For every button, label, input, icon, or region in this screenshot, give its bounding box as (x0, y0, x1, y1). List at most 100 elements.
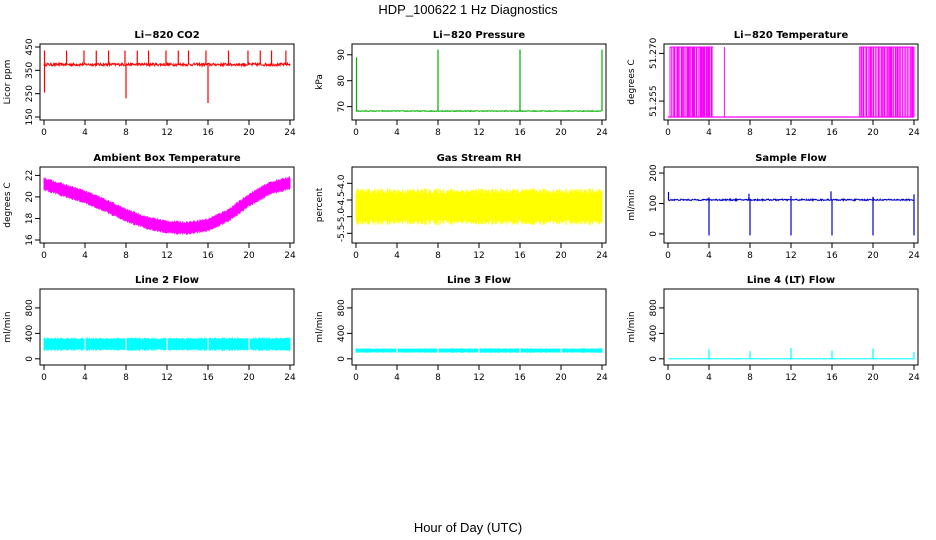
x-tick-label: 0 (665, 128, 671, 138)
y-axis-co2: 150 250 350 450 (25, 38, 40, 126)
panel-pressure: Li−820 Pressure 0 4 8 12 16 20 24 70 80 90 kPa (315, 30, 608, 138)
plot-box (351, 43, 607, 121)
y-tick-label: 51.270 (649, 37, 659, 69)
band-ambient (43, 176, 291, 235)
y-tick-label: 400 (649, 325, 659, 342)
x-tick-label: 20 (555, 373, 567, 383)
x-tick-label: 4 (706, 251, 712, 261)
panel-title-rh: Gas Stream RH (437, 153, 522, 164)
y-axis-label-sample: ml/min (627, 189, 637, 220)
y-axis-label-rh: percent (315, 187, 325, 222)
y-axis-line3: 0 400 800 (337, 299, 352, 362)
series-line4 (668, 348, 915, 360)
y-tick-label: 80 (337, 75, 347, 87)
panel-title-line3: Line 3 Flow (447, 275, 511, 286)
toggle-cluster (859, 47, 915, 117)
x-tick-label: 0 (41, 128, 47, 138)
x-axis-sample: 0 4 8 12 16 20 24 (665, 243, 920, 261)
x-axis-co2: 0 4 8 12 16 20 24 (41, 120, 296, 138)
x-tick-label: 4 (394, 128, 400, 138)
x-tick-label: 12 (473, 251, 484, 261)
y-tick-label: 250 (25, 85, 35, 102)
x-axis-temperature: 0 4 8 12 16 20 24 (665, 120, 920, 138)
y-tick-label: -5.5 (337, 225, 347, 243)
x-tick-label: 12 (785, 128, 796, 138)
x-tick-label: 4 (394, 373, 400, 383)
plot-box (39, 43, 295, 121)
figure-x-axis-label: Hour of Day (UTC) (414, 520, 522, 535)
x-axis-line4: 0 4 8 12 16 20 24 (665, 365, 920, 383)
y-tick-label: 0 (649, 356, 659, 362)
y-tick-label: 400 (25, 325, 35, 342)
x-tick-label: 12 (161, 128, 172, 138)
y-axis-label-line4: ml/min (627, 311, 637, 342)
x-tick-label: 4 (394, 251, 400, 261)
x-tick-label: 0 (41, 251, 47, 261)
x-tick-label: 16 (202, 128, 214, 138)
series-line2 (43, 337, 291, 351)
x-tick-label: 4 (706, 373, 712, 383)
toggle-cluster (669, 47, 713, 117)
series-sample (667, 191, 915, 236)
y-tick-label: 16 (25, 234, 35, 246)
x-tick-label: 16 (826, 251, 838, 261)
x-tick-label: 24 (284, 128, 296, 138)
x-tick-label: 24 (284, 251, 296, 261)
x-tick-label: 16 (514, 251, 526, 261)
x-tick-label: 0 (665, 251, 671, 261)
y-axis-label-pressure: kPa (315, 74, 325, 90)
x-tick-label: 24 (908, 251, 920, 261)
x-tick-label: 0 (353, 251, 359, 261)
x-tick-label: 24 (596, 251, 608, 261)
x-tick-label: 4 (82, 251, 88, 261)
series-rh (355, 188, 603, 225)
x-axis-pressure: 0 4 8 12 16 20 24 (353, 120, 608, 138)
x-tick-label: 16 (826, 373, 838, 383)
panel-co2: Li−820 CO2 0 4 8 12 16 20 24 150 250 350 450 Licor p… (3, 30, 296, 138)
plot-box (39, 288, 295, 366)
panel-title-line4: Line 4 (LT) Flow (747, 275, 835, 286)
x-axis-ambient: 0 4 8 12 16 20 24 (41, 243, 296, 261)
y-axis-label-line2: ml/min (3, 311, 13, 342)
x-tick-label: 16 (202, 251, 214, 261)
x-tick-label: 0 (353, 128, 359, 138)
panel-title-co2: Li−820 CO2 (134, 30, 199, 41)
panel-rh: Gas Stream RH 0 4 8 12 16 20 24 -5.5-5.0-4.5-4.0… (315, 153, 608, 261)
panel-line3: Line 3 Flow 0 4 8 12 16 20 24 0 400 800 ml/min (315, 275, 608, 383)
panel-sample: Sample Flow 0 4 8 12 16 20 24 0 100 200 ml/min (627, 153, 920, 261)
y-tick-label: 0 (337, 356, 347, 362)
y-tick-label: 70 (337, 101, 347, 113)
x-tick-label: 8 (435, 373, 441, 383)
x-tick-label: 12 (785, 251, 796, 261)
y-tick-label: 0 (649, 231, 659, 237)
x-tick-label: 20 (867, 373, 879, 383)
panel-line4: Line 4 (LT) Flow 0 4 8 12 16 20 24 0 400 800 ml/min (627, 275, 920, 383)
x-axis-line2: 0 4 8 12 16 20 24 (41, 365, 296, 383)
chart-panels: Li−820 CO2 0 4 8 12 16 20 24 150 250 350 450 Licor p… (3, 30, 920, 383)
x-tick-label: 12 (473, 128, 484, 138)
x-tick-label: 12 (161, 251, 172, 261)
x-tick-label: 8 (123, 128, 129, 138)
y-tick-label: 100 (649, 195, 659, 212)
x-tick-label: 16 (826, 128, 838, 138)
panel-title-sample: Sample Flow (755, 153, 827, 164)
y-axis-rh: -5.5-5.0-4.5-4.0 (337, 174, 352, 242)
panel-title-temperature: Li−820 Temperature (734, 30, 849, 41)
y-tick-label: -4.0 (337, 174, 347, 192)
y-tick-label: 18 (25, 212, 35, 224)
x-tick-label: 24 (908, 373, 920, 383)
y-tick-label: 200 (649, 164, 659, 181)
x-tick-label: 8 (747, 251, 753, 261)
y-axis-pressure: 70 80 90 (337, 49, 352, 113)
y-axis-label-temperature: degrees C (627, 59, 637, 104)
x-tick-label: 24 (596, 373, 608, 383)
figure-title: HDP_100622 1 Hz Diagnostics (378, 2, 558, 17)
x-tick-label: 20 (243, 251, 255, 261)
x-tick-label: 0 (665, 373, 671, 383)
y-axis-label-co2: Licor ppm (3, 60, 13, 105)
y-tick-label: 800 (337, 299, 347, 316)
x-tick-label: 8 (747, 128, 753, 138)
x-tick-label: 8 (435, 128, 441, 138)
x-tick-label: 20 (555, 251, 567, 261)
